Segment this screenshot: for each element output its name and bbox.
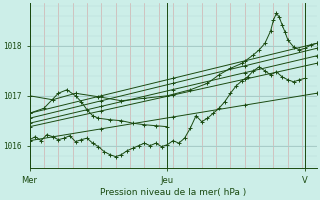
X-axis label: Pression niveau de la mer( hPa ): Pression niveau de la mer( hPa ) — [100, 188, 246, 197]
